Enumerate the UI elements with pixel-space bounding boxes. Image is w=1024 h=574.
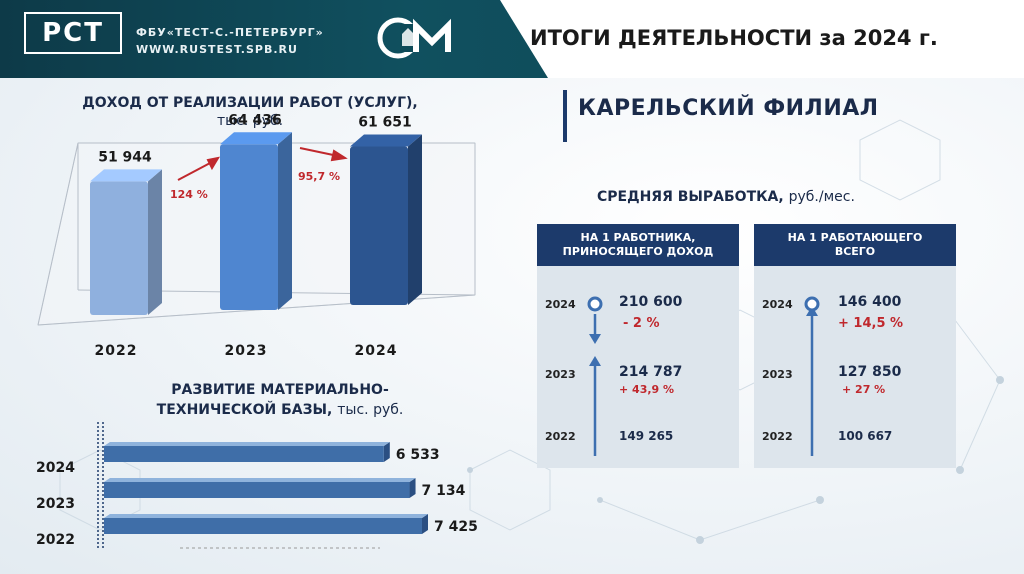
income-category-label: 2023 — [225, 343, 268, 359]
income-bar-2024 — [350, 146, 408, 305]
branch-accent-bar — [563, 90, 567, 142]
base-unit: тыс. руб. — [337, 402, 404, 418]
base-value-label: 6 533 — [396, 447, 440, 463]
row-change: + 27 % — [842, 383, 886, 396]
income-bar-side — [278, 132, 292, 310]
row-value: 146 400 — [838, 294, 902, 310]
timeline-arrows — [587, 296, 603, 456]
growth-label-2023: 124 % — [170, 188, 208, 201]
panel-header-line1: НА 1 РАБОТНИКА, — [580, 231, 696, 244]
income-bar-top — [350, 134, 422, 147]
row-value: 127 850 — [838, 364, 902, 380]
row-change: + 43,9 % — [619, 383, 675, 396]
row-year: 2022 — [762, 430, 793, 443]
base-bar-end — [422, 514, 428, 534]
base-bar-2022 — [104, 518, 422, 534]
income-bar-top — [90, 169, 162, 182]
base-bar-2024 — [104, 446, 384, 462]
base-value-label: 7 134 — [422, 483, 466, 499]
row-value: 149 265 — [619, 429, 674, 443]
row-value: 100 667 — [838, 429, 893, 443]
branch-name: КАРЕЛЬСКИЙ ФИЛИАЛ — [578, 96, 879, 121]
base-bar-end — [409, 478, 416, 498]
base-bar-2023 — [104, 482, 410, 498]
row-year: 2023 — [545, 368, 576, 381]
panel-header-line1: НА 1 РАБОТАЮЩЕГО — [787, 231, 923, 244]
income-category-label: 2024 — [355, 343, 398, 359]
base-bar-end — [383, 442, 390, 462]
csm-logo-icon — [377, 17, 451, 59]
output-panel-all-workers: НА 1 РАБОТАЮЩЕГО ВСЕГО 2024 146 400 + 14… — [754, 224, 956, 468]
row-year: 2023 — [762, 368, 793, 381]
income-value-label: 64 436 — [228, 112, 282, 128]
base-category-label: 2022 — [36, 532, 75, 548]
row-year: 2024 — [762, 298, 793, 311]
row-value: 210 600 — [619, 294, 683, 310]
base-bar-top — [104, 478, 416, 482]
output-title: СРЕДНЯЯ ВЫРАБОТКА, — [597, 189, 784, 205]
income-bar-top — [220, 132, 292, 145]
income-chart-title: ДОХОД ОТ РЕАЛИЗАЦИИ РАБОТ (УСЛУГ), тыс. … — [40, 94, 460, 130]
row-year: 2024 — [545, 298, 576, 311]
header-title-area — [500, 0, 1024, 78]
growth-label-2024: 95,7 % — [298, 170, 340, 183]
output-unit: руб./мес. — [788, 189, 855, 205]
row-value: 214 787 — [619, 364, 683, 380]
panel-header: НА 1 РАБОТНИКА, ПРИНОСЯЩЕГО ДОХОД — [537, 224, 739, 266]
growth-arrows — [177, 147, 348, 181]
base-category-label: 2023 — [36, 496, 75, 512]
rst-logo: РСТ — [24, 12, 122, 54]
row-change: - 2 % — [623, 316, 660, 331]
income-bar-side — [148, 169, 162, 315]
income-category-label: 2022 — [95, 343, 138, 359]
base-value-label: 7 425 — [434, 519, 478, 535]
row-change: + 14,5 % — [838, 316, 904, 331]
base-title-line2: ТЕХНИЧЕСКОЙ БАЗЫ, — [156, 402, 333, 418]
organization-name: ФБУ«ТЕСТ-С.-ПЕТЕРБУРГ» — [136, 26, 324, 39]
income-title: ДОХОД ОТ РЕАЛИЗАЦИИ РАБОТ (УСЛУГ), — [82, 95, 418, 111]
panel-header-line2: ВСЕГО — [834, 245, 876, 258]
website-link[interactable]: WWW.RUSTEST.SPB.RU — [136, 43, 298, 56]
output-section-title: СРЕДНЯЯ ВЫРАБОТКА, руб./мес. — [597, 189, 855, 205]
page-title: ИТОГИ ДЕЯТЕЛЬНОСТИ за 2024 г. — [530, 26, 938, 50]
timeline-arrows — [804, 296, 820, 456]
income-unit: тыс. руб. — [216, 113, 284, 129]
base-category-label: 2024 — [36, 460, 75, 476]
panel-header: НА 1 РАБОТАЮЩЕГО ВСЕГО — [754, 224, 956, 266]
base-chart-axis — [97, 422, 104, 548]
output-panel-income-workers: НА 1 РАБОТНИКА, ПРИНОСЯЩЕГО ДОХОД 2024 2… — [537, 224, 739, 468]
base-title-line1: РАЗВИТИЕ МАТЕРИАЛЬНО- — [171, 382, 389, 398]
income-bar-2022 — [90, 181, 148, 315]
base-bar-top — [104, 442, 390, 446]
income-bar-2023 — [220, 144, 278, 310]
panel-header-line2: ПРИНОСЯЩЕГО ДОХОД — [562, 245, 714, 258]
income-value-label: 51 944 — [98, 149, 152, 165]
base-chart-title: РАЗВИТИЕ МАТЕРИАЛЬНО- ТЕХНИЧЕСКОЙ БАЗЫ, … — [120, 380, 440, 420]
income-bar-side — [408, 134, 422, 305]
income-value-label: 61 651 — [358, 114, 412, 130]
base-bar-top — [104, 514, 428, 518]
row-year: 2022 — [545, 430, 576, 443]
